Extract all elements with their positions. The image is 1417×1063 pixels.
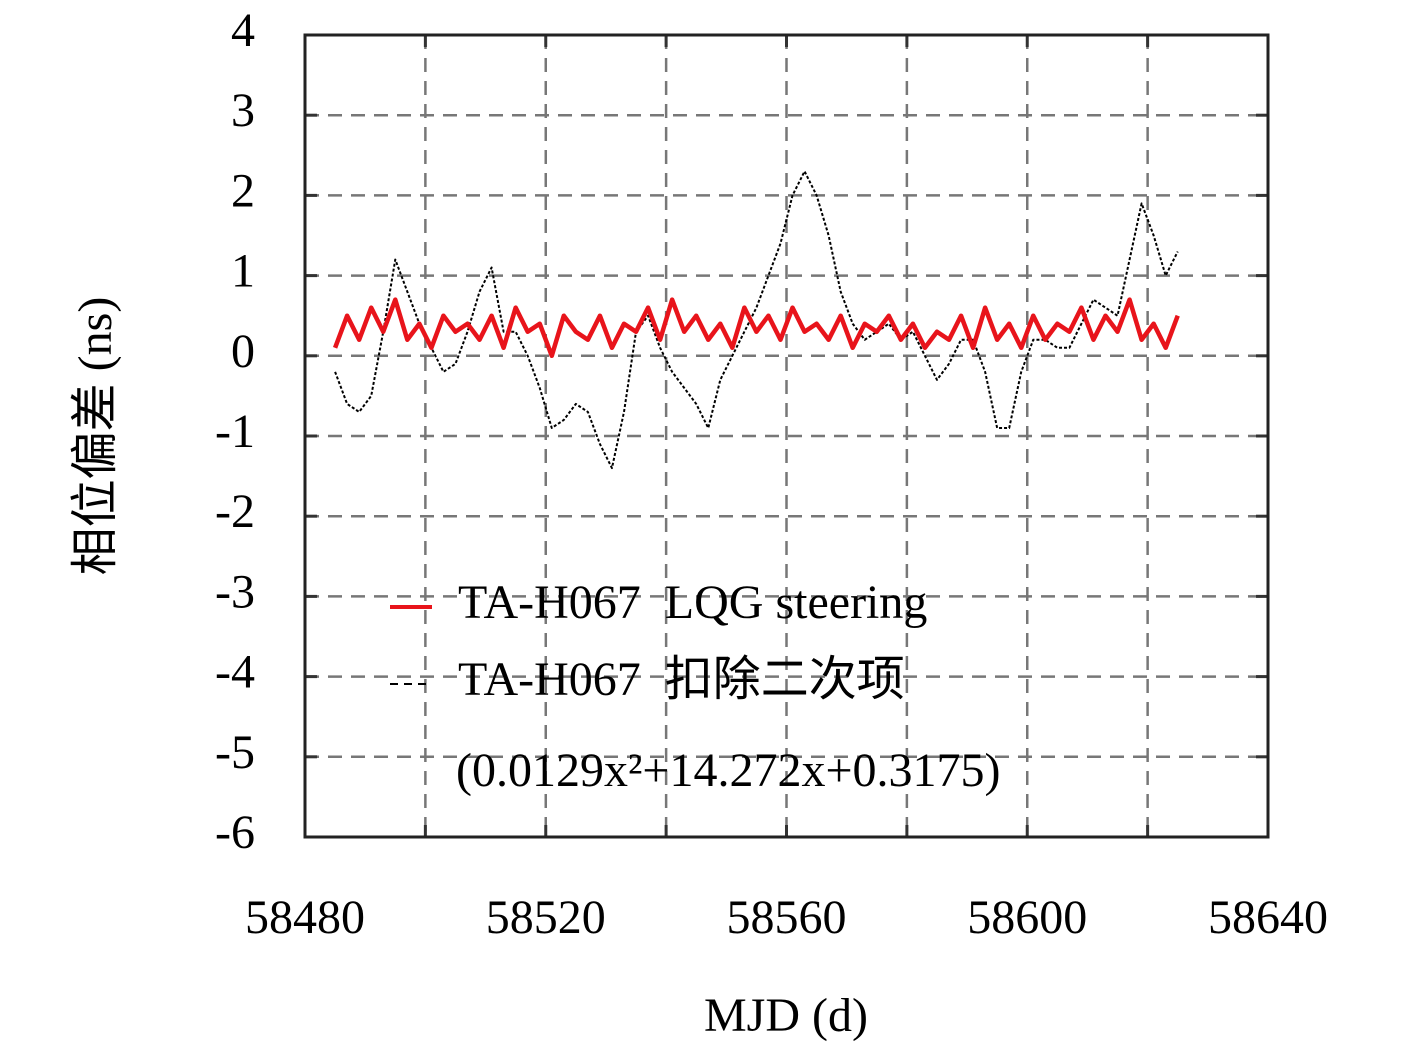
x-tick-label: 58640 <box>1208 891 1328 944</box>
y-tick-label: -6 <box>215 806 255 859</box>
y-tick-label: -5 <box>215 726 255 779</box>
y-tick-label: -4 <box>215 646 255 699</box>
x-tick-label: 58520 <box>486 891 606 944</box>
legend-label: TA-H067 LQG steering <box>458 576 927 629</box>
y-tick-label: 4 <box>231 4 255 57</box>
y-tick-label: -3 <box>215 565 255 618</box>
y-tick-label: 0 <box>231 325 255 378</box>
plot-frame <box>303 33 1270 839</box>
y-tick-label: 1 <box>231 245 255 298</box>
legend-label: TA-H067 扣除二次项 <box>458 653 905 706</box>
series-line <box>334 170 1179 470</box>
x-tick-label: 58560 <box>727 891 847 944</box>
x-tick-label: 58600 <box>967 891 1087 944</box>
x-tick-label: 58480 <box>245 891 365 944</box>
series-line <box>332 297 1180 359</box>
y-axis-label: 相位偏差 (ns) <box>69 297 122 576</box>
y-tick-label: -1 <box>215 405 255 458</box>
y-tick-label: 3 <box>231 84 255 137</box>
x-axis-label: MJD (d) <box>704 989 868 1042</box>
legend-note: (0.0129x²+14.272x+0.3175) <box>456 744 1001 797</box>
y-tick-label: -2 <box>215 485 255 538</box>
y-tick-label: 2 <box>231 164 255 217</box>
